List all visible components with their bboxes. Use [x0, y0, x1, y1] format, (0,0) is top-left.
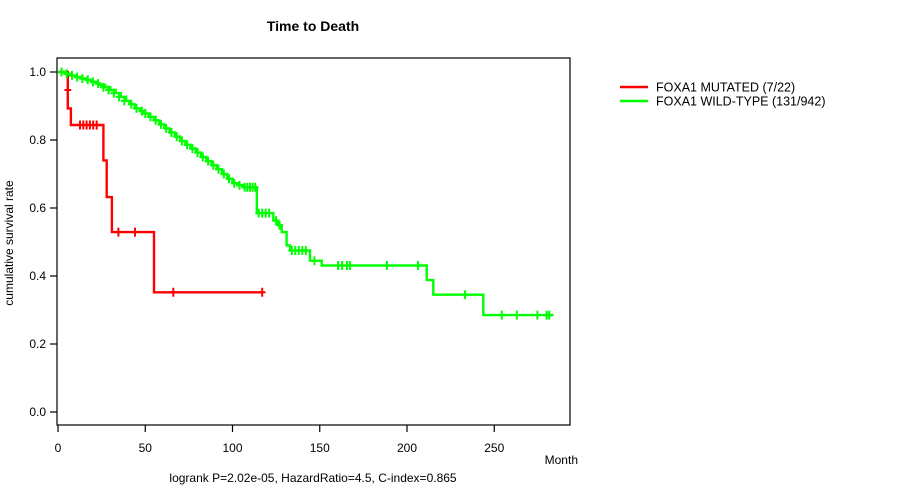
y-tick-label: 0.8	[29, 133, 46, 147]
y-tick-label: 0.0	[29, 405, 46, 419]
legend-label-mutated: FOXA1 MUTATED (7/22)	[656, 81, 795, 95]
axes: 0 50 100 150 200 250 0.0 0.2 0.4 0.6 0.8 1.0	[29, 65, 504, 455]
y-tick-label: 0.4	[29, 269, 46, 283]
y-tick-label: 0.2	[29, 337, 46, 351]
x-tick-label: 0	[55, 441, 62, 455]
survival-curves	[58, 67, 554, 320]
legend-label-wildtype: FOXA1 WILD-TYPE (131/942)	[656, 95, 826, 109]
chart-title: Time to Death	[267, 18, 359, 34]
survival-curve-1	[58, 70, 554, 317]
stats-annotation: logrank P=2.02e-05, HazardRatio=4.5, C-i…	[169, 471, 457, 485]
x-tick-label: 200	[397, 441, 417, 455]
censor-marks-1	[58, 67, 553, 320]
y-axis-title: cumulative survival rate	[2, 180, 16, 306]
x-tick-label: 150	[310, 441, 330, 455]
y-tick-label: 1.0	[29, 65, 46, 79]
x-tick-label: 50	[139, 441, 153, 455]
censor-marks-0	[64, 85, 266, 297]
x-tick-label: 100	[222, 441, 242, 455]
y-tick-label: 0.6	[29, 201, 46, 215]
plot-area-border	[56, 57, 571, 426]
legend: FOXA1 MUTATED (7/22) FOXA1 WILD-TYPE (13…	[620, 81, 826, 109]
x-axis-title: Month	[545, 453, 578, 467]
survival-curve-0	[58, 70, 263, 294]
x-tick-label: 250	[484, 441, 504, 455]
